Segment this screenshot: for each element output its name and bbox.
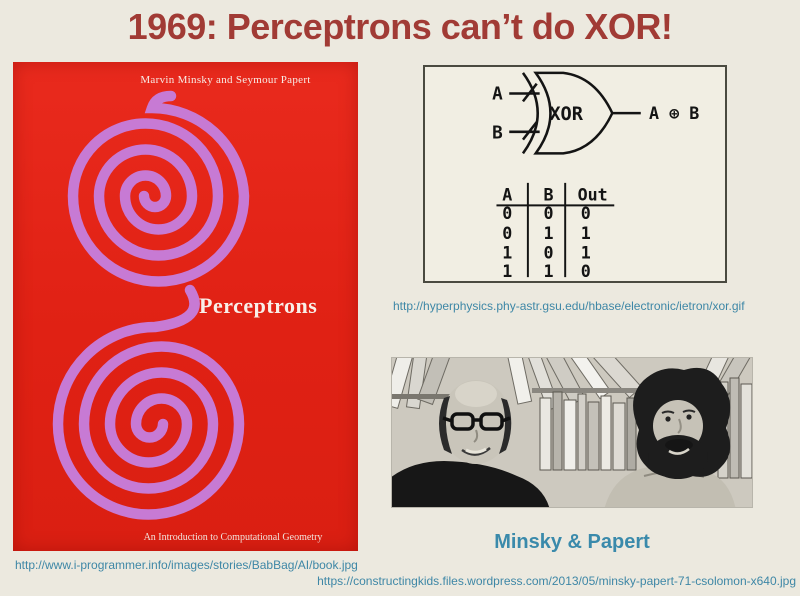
- truth-table-cell: 0: [543, 243, 553, 262]
- xor-gate-symbol: [509, 71, 641, 155]
- truth-table-cell: 1: [581, 224, 591, 243]
- book-subtitle: An Introduction to Computational Geometr…: [143, 532, 323, 543]
- minsky-figure: [392, 380, 550, 507]
- input-a-label: A: [492, 84, 503, 104]
- shelf-edge: [392, 394, 462, 399]
- shelf-edge: [532, 388, 647, 393]
- bookshelf-middle: [539, 377, 752, 479]
- xor-diagram-panel: A B XOR A ⊕ B A B Out 0 0 0 0 1 1 1 0: [423, 65, 727, 283]
- truth-table-cell: 1: [543, 224, 553, 243]
- top-spiral: [67, 90, 250, 287]
- truth-table: A B Out 0 0 0 0 1 1 1 0 1 1 1 0: [502, 186, 607, 281]
- truth-table-cell: 0: [502, 204, 512, 223]
- glasses: [442, 412, 511, 431]
- book-authors: Marvin Minsky and Seymour Papert: [140, 74, 311, 86]
- photo-caption: Minsky & Papert: [494, 531, 650, 553]
- truth-table-cell: 1: [502, 243, 512, 262]
- truth-table-header: Out: [578, 186, 608, 205]
- book-title: Perceptrons: [199, 293, 318, 318]
- papert-figure: [604, 367, 736, 507]
- truth-table-rules: [496, 182, 615, 278]
- truth-table-cell: 1: [502, 262, 512, 281]
- truth-table-cell: 0: [581, 204, 591, 223]
- xor-gate-graphic: A B XOR A ⊕ B A B Out 0 0 0 0 1 1 1 0: [492, 71, 699, 281]
- slide-title: 1969: Perceptrons can’t do XOR!: [127, 6, 673, 47]
- book-spiral-graphic: [52, 90, 250, 520]
- truth-table-cell: 0: [502, 224, 512, 243]
- xor-output-label: A ⊕ B: [649, 104, 699, 123]
- book-source-url[interactable]: http://www.i-programmer.info/images/stor…: [15, 558, 358, 572]
- truth-table-header: B: [543, 186, 553, 205]
- truth-table-cell: 0: [543, 204, 553, 223]
- truth-table-cell: 0: [581, 262, 591, 281]
- minsky-papert-photo: [391, 357, 753, 508]
- xor-gate-label: XOR: [549, 104, 583, 125]
- xor-source-url[interactable]: http://hyperphysics.phy-astr.gsu.edu/hba…: [393, 299, 745, 313]
- perceptrons-book-cover: Marvin Minsky and Seymour Papert Percept…: [13, 62, 358, 551]
- truth-table-cell: 1: [581, 243, 591, 262]
- truth-table-header: A: [502, 186, 512, 205]
- input-b-label: B: [492, 124, 503, 144]
- truth-table-cell: 1: [543, 262, 553, 281]
- bottom-spiral: [52, 284, 245, 520]
- photo-source-url[interactable]: https://constructingkids.files.wordpress…: [317, 574, 796, 588]
